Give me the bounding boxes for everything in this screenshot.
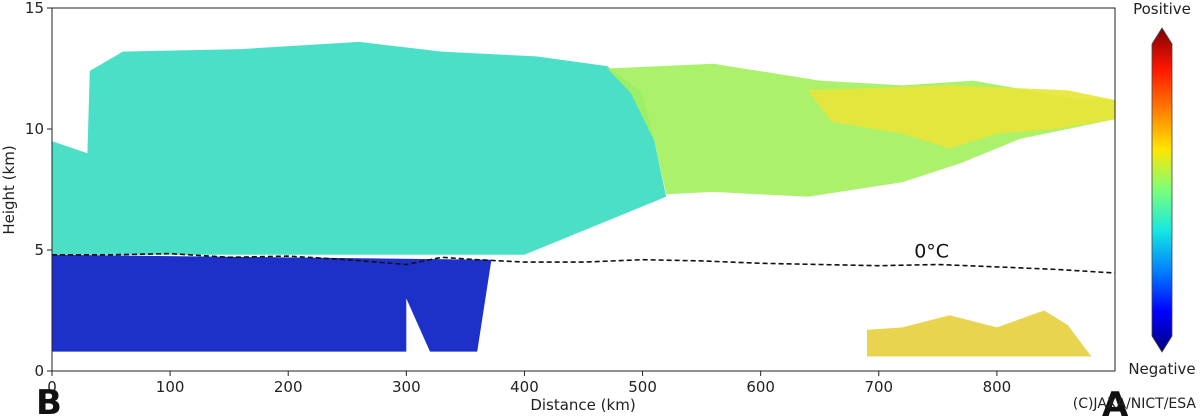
- colorbar-bottom-label: Negative: [1128, 360, 1195, 378]
- reflectivity-regions: [52, 41, 1115, 357]
- zero-degree-isotherm-line: [52, 252, 1115, 274]
- colorbar-bar: [1151, 27, 1173, 353]
- x-tick-label: 100: [156, 378, 185, 396]
- region-yellow-orange-anvil: [807, 85, 1115, 149]
- plot-frame: [51, 7, 1116, 372]
- x-axis: 0 100 200 300 400 500 600 700 800: [47, 371, 1011, 396]
- y-tick-label: 10: [25, 120, 44, 138]
- isotherm-label: 0°C: [914, 240, 949, 262]
- x-tick-label: 400: [510, 378, 539, 396]
- y-axis-title: Height (km): [0, 145, 18, 234]
- y-tick-label: 0: [34, 362, 44, 380]
- panel-label-right: A: [1102, 385, 1129, 416]
- colorbar-top-label: Positive: [1133, 0, 1191, 18]
- y-tick-label: 5: [34, 241, 44, 259]
- region-cyan-green-upper: [52, 41, 667, 255]
- x-axis-title: Distance (km): [530, 396, 635, 414]
- region-low-cloud-patch: [867, 310, 1092, 357]
- x-tick-label: 300: [392, 378, 421, 396]
- x-tick-label: 700: [864, 378, 893, 396]
- x-tick-label: 600: [746, 378, 775, 396]
- copyright-credit: (C)JAXA/NICT/ESA: [1073, 396, 1197, 412]
- x-tick-label: 500: [628, 378, 657, 396]
- x-tick-label: 800: [983, 378, 1012, 396]
- region-negative-below-melting: [52, 254, 492, 352]
- y-tick-label: 15: [25, 0, 44, 17]
- x-tick-label: 0: [47, 378, 57, 396]
- colorbar: Positive Negative: [1128, 0, 1195, 378]
- y-axis: 0 5 10 15: [25, 0, 52, 380]
- x-tick-label: 200: [274, 378, 303, 396]
- panel-label-left: B: [36, 383, 62, 416]
